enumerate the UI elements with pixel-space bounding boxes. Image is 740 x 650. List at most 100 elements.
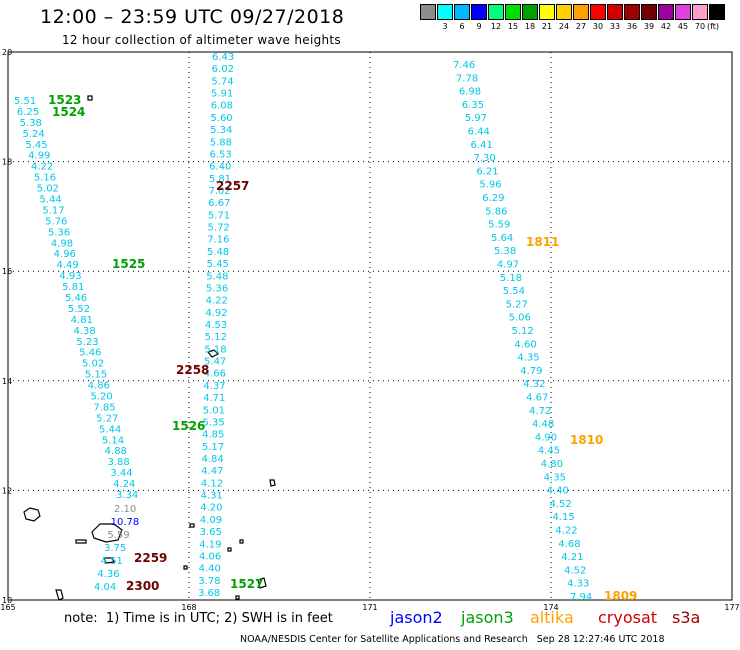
island-outline — [227, 547, 232, 552]
wave-height-label-track-a: 5.27 — [96, 413, 118, 424]
colorbar-tick-label: 33 — [609, 22, 621, 31]
wave-height-label-track-c: 5.86 — [485, 206, 507, 217]
wave-height-label-track-b: 4.53 — [205, 320, 227, 331]
wave-height-label-track-b: 5.36 — [206, 283, 228, 294]
colorbar-swatch — [607, 4, 623, 20]
wave-height-label-track-b: 5.01 — [203, 405, 225, 416]
wave-height-label-track-c: 5.96 — [479, 180, 501, 191]
colorbar-swatch — [539, 4, 555, 20]
island-outline — [87, 95, 93, 101]
wave-height-label-track-c: 5.59 — [488, 220, 510, 231]
wave-height-label-track-a: 5.20 — [91, 392, 113, 403]
wave-height-label-track-a: 4.88 — [105, 446, 127, 457]
colorbar-tick-label: 3 — [442, 22, 448, 31]
wave-height-label-track-a: 5.44 — [40, 195, 62, 206]
wave-height-label-track-b: 4.37 — [203, 381, 225, 392]
wave-height-label-track-c: 5.97 — [465, 113, 487, 124]
wave-height-label-track-c: 4.33 — [567, 579, 589, 590]
wave-height-label-track-b: 6.40 — [209, 162, 231, 173]
wave-height-label-track-b: 3.68 — [198, 588, 220, 599]
wave-height-label-track-c: 6.44 — [468, 127, 490, 138]
colorbar-swatch — [437, 4, 453, 20]
colorbar-swatch — [471, 4, 487, 20]
legend-s3a: s3a — [672, 608, 701, 627]
colorbar-tick-label: 70 — [694, 22, 706, 31]
island-outline — [235, 595, 240, 600]
wave-height-label-track-b: 6.67 — [208, 198, 230, 209]
wave-height-label-track-c: 7.46 — [453, 60, 475, 71]
colorbar-swatch — [590, 4, 606, 20]
wave-height-label-track-c: 4.52 — [564, 565, 586, 576]
colorbar-labels: 3 6 9 12 15 18 21 24 27 30 33 36 39 42 45 70 (ft) — [420, 22, 740, 34]
colorbar-unit: (ft) — [706, 22, 720, 31]
legend-cryosat: cryosat — [598, 608, 658, 627]
wave-height-label-track-c: 6.41 — [471, 140, 493, 151]
wave-height-label-track-a: 4.98 — [51, 238, 73, 249]
wave-height-label-track-a: 4.49 — [57, 260, 79, 271]
wave-height-label-track-b: 5.48 — [206, 271, 228, 282]
wave-height-label-track-a: 3.88 — [108, 457, 130, 468]
colorbar-swatch — [624, 4, 640, 20]
pass-time-label: 1811 — [526, 235, 559, 249]
wave-height-label-track-c: 4.52 — [550, 499, 572, 510]
colorbar — [420, 4, 726, 20]
wave-height-label-track-a: 4.93 — [59, 271, 81, 282]
pass-time-label: 1527 — [230, 577, 263, 591]
island-outline — [55, 589, 64, 601]
wave-height-label-track-c: 5.06 — [509, 313, 531, 324]
latitude-tick-label: 10 — [2, 596, 12, 605]
wave-height-label-track-b: 5.60 — [210, 113, 232, 124]
wave-height-label-track-c: 4.67 — [526, 393, 548, 404]
wave-height-label-track-b: 7.02 — [209, 186, 231, 197]
wave-height-label-track-c: 4.80 — [541, 459, 563, 470]
wave-height-label-track-c: 5.18 — [500, 273, 522, 284]
wave-height-label-track-b: 4.84 — [202, 454, 224, 465]
wave-height-label-track-c: 5.38 — [494, 246, 516, 257]
island-outline — [189, 523, 195, 528]
latitude-tick-label: 20 — [2, 48, 12, 57]
pass-time-label: 2257 — [216, 179, 249, 193]
map-title: 12:00 – 23:59 UTC 09/27/2018 — [40, 6, 345, 28]
wave-height-label-track-c: 6.98 — [459, 87, 481, 98]
wave-height-label-track-b: 6.53 — [209, 149, 231, 160]
wave-height-label-track-b: 5.72 — [208, 223, 230, 234]
wave-height-label-track-b: 3.78 — [198, 576, 220, 587]
wave-height-label-track-a: 3.34 — [116, 490, 138, 501]
pass-time-label: 2300 — [126, 579, 159, 593]
colorbar-swatch — [573, 4, 589, 20]
longitude-tick-label: 168 — [181, 603, 196, 612]
wave-height-label-track-b: 5.12 — [205, 332, 227, 343]
wave-height-label-track-b: 4.85 — [202, 430, 224, 441]
units-note: note: 1) Time is in UTC; 2) SWH is in fe… — [64, 611, 333, 626]
colorbar-swatch — [454, 4, 470, 20]
island-outline — [103, 557, 115, 564]
wave-height-label-track-b: 4.12 — [201, 478, 223, 489]
wave-height-label-track-b: 4.71 — [203, 393, 225, 404]
wave-height-label-track-a: 5.14 — [102, 435, 124, 446]
colorbar-tick-label: 42 — [660, 22, 672, 31]
colorbar-tick-label: 9 — [476, 22, 482, 31]
wave-height-label-track-d: 5.59 — [107, 530, 129, 541]
wave-height-label-track-b: 5.48 — [207, 247, 229, 258]
wave-height-label-track-a: 5.51 — [14, 96, 36, 107]
wave-height-label-track-a: 5.81 — [62, 282, 84, 293]
island-outline — [75, 539, 87, 544]
pass-time-label: 2259 — [134, 551, 167, 565]
wave-height-label-track-c: 4.21 — [561, 552, 583, 563]
wave-height-label-track-a: 5.45 — [25, 140, 47, 151]
wave-height-label-track-b: 4.66 — [204, 369, 226, 380]
wave-height-label-track-b: 5.71 — [208, 210, 230, 221]
wave-height-label-track-c: 4.35 — [544, 472, 566, 483]
wave-height-label-track-c: 4.72 — [529, 406, 551, 417]
wave-height-label-track-c: 4.97 — [497, 260, 519, 271]
wave-height-label-track-c: 4.90 — [535, 432, 557, 443]
wave-height-label-track-a: 3.44 — [110, 468, 132, 479]
colorbar-tick-label: 45 — [677, 22, 689, 31]
pass-time-label: 1809 — [604, 589, 637, 603]
wave-height-label-track-d: 4.51 — [101, 556, 123, 567]
latitude-tick-label: 14 — [2, 377, 12, 386]
colorbar-tick-label: 21 — [541, 22, 553, 31]
wave-height-label-track-a: 5.76 — [45, 216, 67, 227]
wave-height-label-track-c: 4.32 — [523, 379, 545, 390]
legend-jason2: jason2 — [390, 608, 443, 627]
